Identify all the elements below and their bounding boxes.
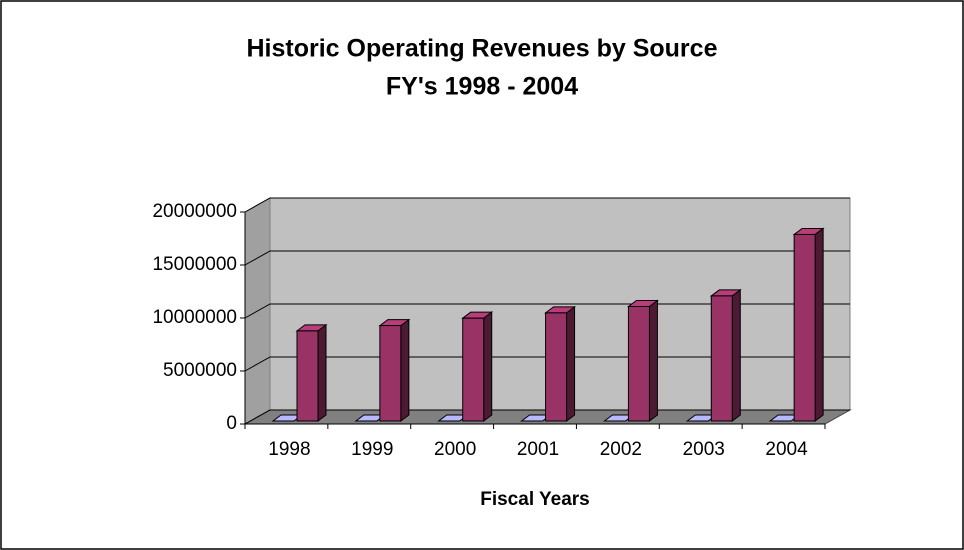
bar-side [317, 323, 327, 422]
x-tick-label: 2003 [683, 439, 725, 460]
x-tick-label: 1999 [351, 439, 393, 460]
bar-side [400, 318, 410, 422]
x-tick-label: 2002 [600, 439, 642, 460]
bar-side [566, 305, 576, 422]
bar [296, 330, 319, 422]
y-tick-label: 10000000 [152, 307, 237, 328]
bar [462, 317, 485, 422]
x-tick-label: 2000 [434, 439, 476, 460]
bar [793, 233, 816, 422]
bar [710, 295, 733, 422]
bar-side [483, 311, 493, 422]
y-tick-label: 20000000 [152, 201, 237, 222]
x-tick-label: 1998 [268, 439, 310, 460]
bar-side [648, 299, 658, 422]
bar-side [814, 227, 824, 422]
x-tick-label: 2004 [765, 439, 808, 460]
bar [545, 312, 568, 422]
y-tick-label: 5000000 [163, 360, 237, 381]
bar [627, 306, 650, 422]
chart-title: Historic Operating Revenues by Source [247, 35, 718, 63]
bar [379, 325, 402, 422]
x-axis-label: Fiscal Years [480, 489, 590, 510]
grid-line [244, 197, 850, 213]
x-tick-label: 2001 [517, 439, 559, 460]
y-tick-label: 0 [226, 413, 237, 434]
y-tick-label: 15000000 [152, 254, 237, 275]
grid-line [244, 250, 850, 266]
chart-subtitle: FY's 1998 - 2004 [386, 73, 578, 101]
bar-side [731, 288, 741, 422]
